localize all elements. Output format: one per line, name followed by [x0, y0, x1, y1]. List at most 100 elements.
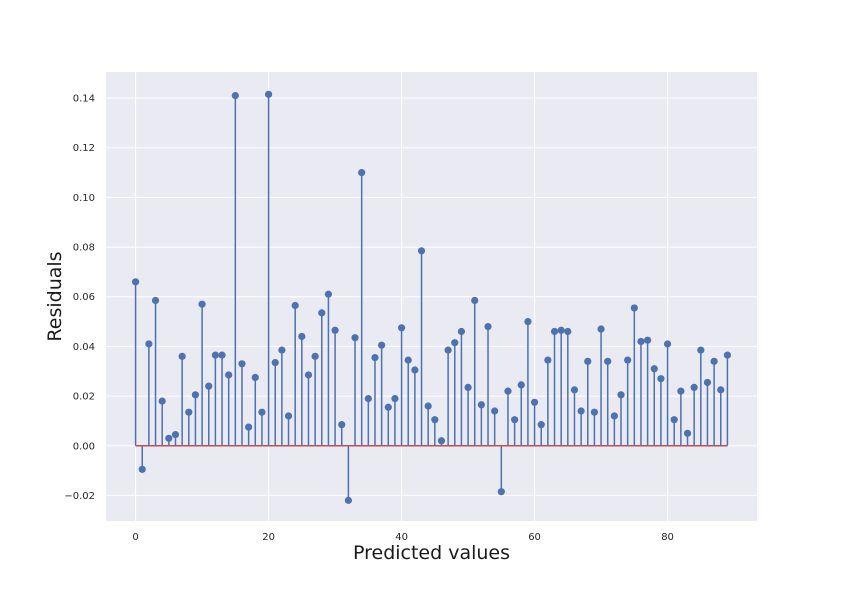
stem-marker	[278, 346, 286, 354]
stem-marker	[218, 351, 226, 359]
stem-markers	[131, 90, 732, 504]
stem-marker	[424, 402, 432, 410]
stem-marker	[238, 360, 246, 368]
stem-marker	[517, 381, 525, 389]
stem-marker	[703, 378, 712, 387]
stem-marker	[151, 296, 160, 305]
stem-marker	[451, 339, 459, 347]
stem-marker	[338, 421, 346, 429]
stem-marker	[637, 337, 645, 346]
stem-marker	[191, 391, 200, 399]
x-tick-label: 40	[395, 532, 408, 543]
stem-marker	[311, 352, 319, 360]
stem-marker	[570, 386, 579, 394]
stem-marker	[683, 429, 692, 437]
stem-marker	[550, 327, 559, 336]
y-tick-label: −0.02	[64, 491, 95, 502]
stem-marker	[351, 334, 359, 342]
stem-marker	[524, 317, 532, 326]
stem-marker	[437, 437, 446, 445]
stem-marker	[464, 383, 472, 391]
stem-marker	[537, 421, 545, 429]
stem-marker	[597, 325, 605, 333]
y-tick-label: 0.06	[73, 292, 95, 303]
stem-marker	[697, 346, 705, 354]
stem-marker	[690, 383, 698, 391]
stem-marker	[491, 407, 499, 415]
stem-marker	[251, 373, 259, 382]
stem-marker	[364, 394, 372, 403]
stem-marker	[165, 434, 173, 442]
stem-marker	[417, 247, 426, 255]
stem-marker	[723, 351, 732, 359]
stem-marker	[371, 353, 379, 362]
stem-marker	[324, 290, 333, 298]
stem-marker	[710, 357, 718, 365]
stem-marker	[577, 407, 585, 415]
stem-marker	[610, 412, 618, 420]
stem-marker	[271, 358, 279, 367]
stem-marker	[304, 371, 313, 379]
stem-marker	[457, 327, 466, 336]
y-tick-label: 0.08	[73, 243, 95, 254]
x-axis-ticks: 0 20 40 60 80	[132, 532, 674, 543]
stem-marker	[298, 332, 306, 341]
stem-marker	[484, 322, 492, 331]
stem-marker	[397, 324, 406, 332]
stem-marker	[471, 296, 479, 305]
stem-marker	[185, 408, 193, 416]
stem-marker	[231, 91, 239, 100]
stem-marker	[630, 304, 638, 312]
x-axis-label: Predicted values	[353, 542, 510, 564]
stem-marker	[378, 341, 386, 349]
stem-marker	[158, 397, 166, 405]
stem-marker	[604, 357, 612, 365]
stem-marker	[258, 408, 266, 416]
stem-marker	[245, 423, 253, 431]
stem-marker	[291, 301, 299, 310]
stem-marker	[477, 401, 485, 409]
stem-marker	[138, 465, 146, 473]
stem-marker	[431, 416, 439, 424]
stem-marker	[344, 496, 352, 504]
stem-marker	[617, 391, 625, 399]
y-tick-label: 0.14	[73, 94, 95, 105]
stem-marker	[564, 327, 572, 336]
stem-marker	[650, 365, 658, 373]
stem-marker	[511, 416, 519, 424]
y-axis-ticks: −0.02 0.00 0.02 0.04 0.06 0.08 0.10 0.12 0.14	[64, 94, 95, 502]
stem-marker	[178, 352, 186, 360]
stem-marker	[444, 346, 452, 354]
stem-marker	[717, 386, 725, 394]
stem-marker	[225, 371, 233, 379]
y-tick-label: 0.04	[73, 342, 95, 353]
grid-lines	[106, 72, 757, 521]
y-tick-label: 0.12	[73, 143, 95, 154]
x-tick-label: 0	[132, 532, 138, 543]
stem-marker	[644, 336, 652, 344]
stem-marker	[211, 351, 219, 359]
stem-marker	[657, 375, 665, 383]
stem-marker	[530, 398, 539, 406]
stem-marker	[264, 90, 273, 98]
x-tick-label: 20	[262, 532, 275, 543]
y-axis-label: Residuals	[44, 251, 66, 341]
stem-marker	[391, 394, 399, 403]
stem-marker	[411, 366, 419, 374]
stem-marker	[404, 356, 412, 364]
stem-marker	[584, 357, 592, 365]
stem-marker	[384, 403, 392, 411]
stem-marker	[670, 416, 678, 424]
y-tick-label: 0.02	[73, 392, 95, 403]
stem-marker	[504, 387, 512, 395]
stem-marker	[677, 387, 685, 395]
stem-marker	[663, 340, 672, 348]
x-tick-label: 80	[661, 532, 674, 543]
stem-marker	[318, 309, 326, 317]
stem-marker	[205, 382, 213, 390]
stem-marker	[131, 278, 140, 286]
stem-marker	[557, 326, 565, 334]
stem-marker	[358, 168, 366, 177]
